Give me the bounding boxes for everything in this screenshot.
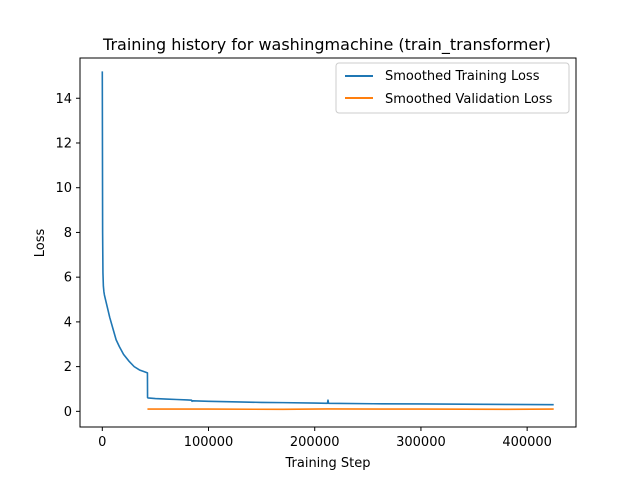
axis-ticks: 0 100000 200000 300000 400000 0 2 4 6 8 10 12 14: [55, 92, 552, 450]
training-loss-line: [101, 71, 554, 406]
y-tick-label: 10: [55, 181, 72, 196]
legend-box: [335, 62, 570, 114]
legend: Smoothed Training Loss Smoothed Validati…: [335, 62, 570, 114]
y-tick-label: 8: [64, 226, 72, 241]
y-tick-label: 12: [55, 136, 72, 151]
legend-label-validation: Smoothed Validation Loss: [385, 92, 553, 107]
x-tick-label: 100000: [184, 435, 234, 450]
plot-area: [101, 71, 554, 411]
x-axis-label: Training Step: [284, 456, 370, 471]
y-tick-label: 0: [64, 405, 72, 420]
y-tick-label: 4: [64, 315, 72, 330]
y-tick-label: 14: [55, 92, 72, 107]
axes-frame: [79, 57, 577, 428]
y-tick-label: 2: [64, 360, 72, 375]
y-axis-label: Loss: [33, 229, 48, 258]
x-tick-label: 0: [98, 435, 106, 450]
legend-label-training: Smoothed Training Loss: [385, 69, 540, 84]
x-tick-label: 400000: [502, 435, 552, 450]
x-tick-label: 300000: [396, 435, 446, 450]
y-tick-label: 6: [64, 271, 72, 286]
x-tick-label: 200000: [290, 435, 340, 450]
chart-title: Training history for washingmachine (tra…: [102, 35, 551, 55]
